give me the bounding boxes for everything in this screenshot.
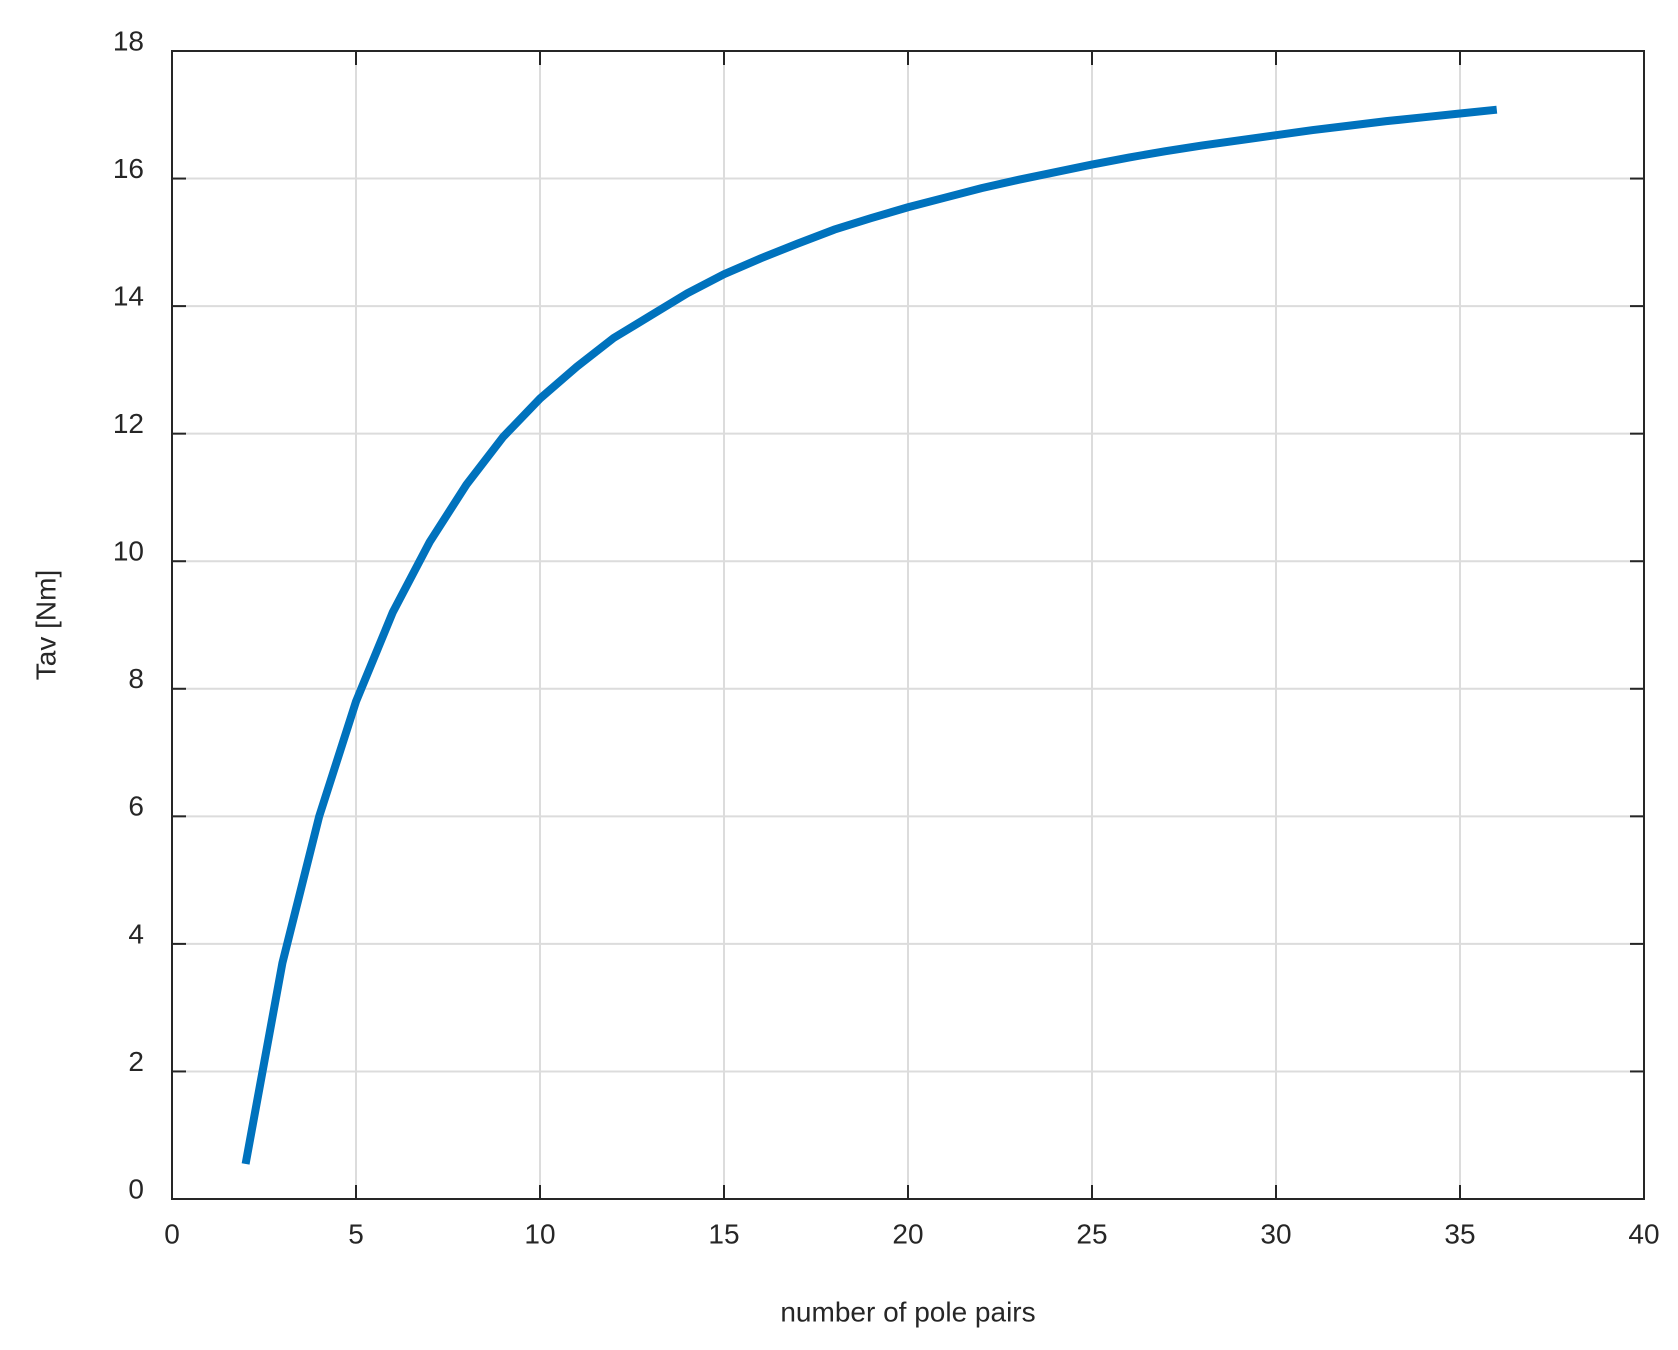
x-tick-label: 20 (892, 1218, 923, 1249)
y-tick-label: 12 (113, 408, 144, 439)
y-tick-label: 8 (128, 663, 144, 694)
y-tick-label: 2 (128, 1046, 144, 1077)
x-tick-label: 5 (348, 1218, 364, 1249)
y-tick-label: 10 (113, 536, 144, 567)
y-tick-label: 0 (128, 1173, 144, 1204)
x-tick-label: 15 (708, 1218, 739, 1249)
y-tick-label: 16 (113, 153, 144, 184)
y-axis-label: Tav [Nm] (30, 570, 61, 680)
x-tick-label: 40 (1628, 1218, 1659, 1249)
y-tick-label: 6 (128, 791, 144, 822)
x-tick-label: 10 (524, 1218, 555, 1249)
y-tick-label: 14 (113, 281, 144, 312)
x-tick-label: 30 (1260, 1218, 1291, 1249)
x-tick-label: 25 (1076, 1218, 1107, 1249)
x-axis-label: number of pole pairs (780, 1296, 1035, 1327)
data-line (241, 105, 1498, 1165)
plot-frame (171, 50, 1645, 1200)
y-tick-label: 18 (113, 25, 144, 56)
x-tick-label: 0 (164, 1218, 180, 1249)
y-tick-label: 4 (128, 918, 144, 949)
x-tick-label: 35 (1444, 1218, 1475, 1249)
